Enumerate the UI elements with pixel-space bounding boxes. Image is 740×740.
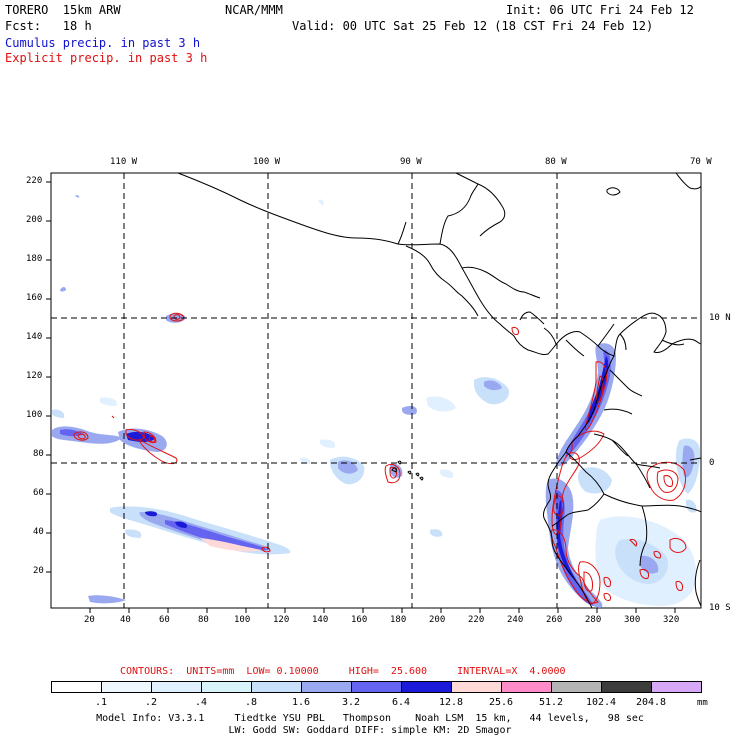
valid-time: Valid: 00 UTC Sat 25 Feb 12 (18 CST Fri … (292, 19, 654, 33)
init-time: Init: 06 UTC Fri 24 Feb 12 (506, 3, 694, 17)
colorbar-unit: mm (697, 698, 708, 708)
x-tick-label: 140 (312, 615, 329, 625)
map-frame (50, 172, 702, 609)
x-tick-label: 220 (468, 615, 485, 625)
field-cumulus-label: Cumulus precip. in past 3 h (5, 36, 201, 50)
y-tick-label: 20 (33, 566, 44, 576)
color-swatch (351, 681, 402, 693)
graticule (51, 173, 701, 608)
y-tick-label: 180 (26, 254, 43, 264)
y-tick-label: 40 (33, 527, 44, 537)
lat-label-10n: 10 N (709, 313, 731, 323)
color-swatch (501, 681, 552, 693)
color-swatch (651, 681, 702, 693)
color-swatch (51, 681, 102, 693)
x-tick-label: 60 (159, 615, 170, 625)
colorbar-label: .4 (194, 697, 208, 708)
x-tick-label: 260 (546, 615, 563, 625)
organization: NCAR/MMM (225, 3, 283, 17)
x-tick-label: 300 (624, 615, 641, 625)
x-tick-label: 40 (120, 615, 131, 625)
y-tick-label: 140 (26, 332, 43, 342)
x-tick-label: 80 (198, 615, 209, 625)
lon-label-100w: 100 W (253, 157, 281, 167)
lat-label-0: 0 (709, 458, 715, 468)
x-tick-label: 160 (351, 615, 368, 625)
lon-label-70w: 70 W (690, 157, 712, 167)
model-title: TORERO 15km ARW (5, 3, 121, 17)
physics-info: LW: Godd SW: Goddard DIFF: simple KM: 2D… (228, 725, 512, 736)
lat-label-10s: 10 S (709, 603, 731, 613)
coastlines (177, 172, 702, 609)
color-swatch (201, 681, 252, 693)
y-tick-label: 80 (33, 449, 44, 459)
lon-label-110w: 110 W (110, 157, 138, 167)
color-swatch (301, 681, 352, 693)
color-swatch (451, 681, 502, 693)
x-tick-label: 240 (507, 615, 524, 625)
precip-map (46, 172, 702, 613)
lon-label-80w: 80 W (545, 157, 567, 167)
y-tick-label: 220 (26, 176, 43, 186)
x-tick-label: 320 (663, 615, 680, 625)
colorbar-label: 6.4 (391, 697, 411, 708)
colorbar-label: 1.6 (291, 697, 311, 708)
colorbar-label: .2 (144, 697, 158, 708)
color-swatch (251, 681, 302, 693)
color-swatch (551, 681, 602, 693)
explicit-contours (73, 312, 687, 605)
x-tick-label: 120 (273, 615, 290, 625)
color-swatch (101, 681, 152, 693)
y-tick-label: 200 (26, 215, 43, 225)
precip-shading (52, 195, 700, 608)
colorbar-label: 51.2 (538, 697, 564, 708)
x-tick-label: 180 (390, 615, 407, 625)
y-tick-label: 60 (33, 488, 44, 498)
forecast-hour: Fcst: 18 h (5, 19, 92, 33)
color-swatch (601, 681, 652, 693)
axis-ticks (46, 181, 676, 613)
colorbar-label: .8 (244, 697, 258, 708)
y-tick-label: 160 (26, 293, 43, 303)
x-tick-label: 20 (84, 615, 95, 625)
colorbar-label: 3.2 (341, 697, 361, 708)
field-explicit-label: Explicit precip. in past 3 h (5, 51, 208, 65)
x-tick-label: 280 (585, 615, 602, 625)
lon-label-90w: 90 W (400, 157, 422, 167)
y-tick-label: 120 (26, 371, 43, 381)
y-tick-label: 100 (26, 410, 43, 420)
colorbar-label: .1 (94, 697, 108, 708)
colorbar-label: 204.8 (635, 697, 667, 708)
contour-info: CONTOURS: UNITS=mm LOW= 0.10000 HIGH= 25… (120, 666, 566, 677)
color-swatch (151, 681, 202, 693)
color-swatch (401, 681, 452, 693)
colorbar-label: 25.6 (488, 697, 514, 708)
colorbar-label: 12.8 (438, 697, 464, 708)
colorbar-label: 102.4 (585, 697, 617, 708)
x-tick-label: 100 (234, 615, 251, 625)
x-tick-label: 200 (429, 615, 446, 625)
model-info: Model Info: V3.3.1 Tiedtke YSU PBL Thomp… (96, 713, 644, 724)
